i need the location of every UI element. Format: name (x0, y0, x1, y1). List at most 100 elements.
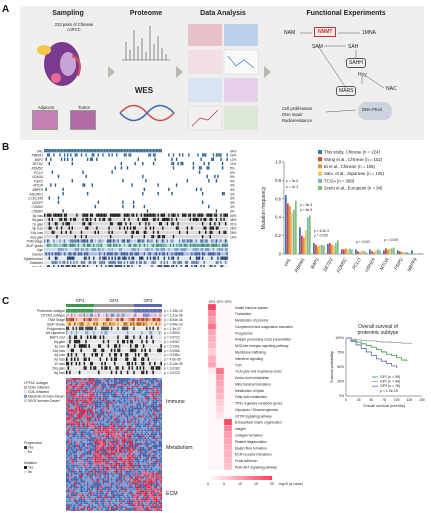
heatmap-annotation-cell (133, 357, 135, 362)
oncoprint-cell (86, 239, 89, 243)
heatmap-matrix-cell (122, 421, 124, 424)
heatmap-matrix-cell (106, 379, 108, 382)
bar-bap1-5 (322, 245, 325, 254)
bar-pclo-3 (360, 250, 363, 254)
heatmap-matrix-cell (112, 437, 114, 440)
heatmap-matrix-cell (130, 429, 132, 432)
heatmap-matrix-cell (138, 435, 140, 438)
bar-fsip2-1 (398, 251, 401, 254)
oncoprint-cell (182, 217, 184, 222)
heatmap-matrix-cell (107, 435, 110, 438)
oncoprint-cell (168, 235, 170, 239)
heatmap-matrix-cell (134, 389, 137, 392)
heatmap-annotation-cell (86, 344, 89, 348)
heatmap-matrix-cell (152, 379, 154, 382)
oncoprint-cell (172, 265, 175, 267)
legend-swatch (318, 186, 322, 190)
heatmap-annotation-cell (66, 348, 68, 353)
heatmap-row-label: Proteomic subtype (37, 309, 65, 313)
oncoprint-cell (45, 213, 47, 217)
heatmap-annotation-cell (77, 348, 79, 353)
heatmap-matrix-cell (123, 433, 126, 436)
oncoprint-cell (122, 179, 124, 183)
heatmap-matrix-cell (94, 403, 97, 406)
heatmap-annotation-cell (154, 339, 156, 344)
heatmap-matrix-cell (150, 421, 153, 424)
heatmap-matrix-cell (150, 389, 153, 392)
heatmap-matrix-cell (90, 415, 92, 418)
oncoprint: VHL 64% PBRM1 29% BAP1 12% SETD2 11% KDM5C 5% PCLO… (22, 147, 250, 267)
heatmap-annotation-cell (152, 357, 154, 362)
oncoprint-cell (123, 153, 126, 157)
oncoprint-cell (177, 226, 179, 230)
heatmap-matrix-cell (110, 381, 113, 384)
heatmap-matrix-cell (138, 405, 140, 408)
heatmap-annotation-cell (117, 339, 119, 344)
heatmap-annotation-cell (83, 326, 86, 331)
heatmap-matrix-cell (126, 379, 129, 382)
heatmap-matrix-cell (75, 397, 78, 400)
oncoprint-cell (149, 222, 152, 226)
oncoprint-cell (148, 235, 150, 239)
heatmap-matrix-cell (107, 405, 110, 408)
heatmap-matrix-cell (120, 403, 122, 406)
heatmap-matrix-cell (102, 399, 105, 402)
oncoprint-cell (82, 265, 84, 267)
heatmap-matrix-cell (77, 405, 79, 408)
oncoprint-cell (186, 222, 189, 226)
oncoprint-cell (206, 247, 208, 252)
heatmap-matrix-cell (112, 401, 114, 404)
heatmap-annotation-cell (69, 348, 71, 353)
oncoprint-cell (139, 265, 141, 267)
heatmap-matrix-cell (122, 429, 124, 432)
heatmap-matrix-cell (125, 415, 127, 418)
heatmap-matrix-cell (141, 423, 143, 426)
heatmap-matrix-cell (122, 437, 124, 440)
heatmap-annotation-cell (78, 357, 81, 362)
heatmap-matrix-cell (160, 427, 162, 430)
oncoprint-cell (120, 265, 123, 267)
oncoprint-cell (53, 239, 55, 243)
oncoprint-cell (162, 217, 164, 222)
oncoprint-cell (165, 252, 167, 256)
heatmap-annotation-cell (110, 326, 113, 331)
y-tick-label: 0.4 (275, 215, 281, 220)
heatmap-annotation-cell (98, 322, 100, 326)
tumor-tissue-image (70, 110, 96, 130)
heatmap-annotation-cell (70, 366, 73, 370)
oncoprint-cell (94, 247, 97, 252)
oncoprint-cell (155, 247, 158, 252)
oncoprint-cell (123, 149, 126, 153)
oncoprint-cell (100, 230, 103, 235)
heatmap-matrix-cell (131, 423, 134, 426)
oncoprint-cell (111, 235, 113, 239)
oncoprint-cell (146, 213, 149, 217)
oncoprint-cell (114, 166, 116, 170)
oncoprint-cell (67, 217, 69, 222)
oncoprint-cell (152, 239, 155, 243)
heatmap-annotation-cell (147, 366, 150, 370)
heatmap-annotation-cell (138, 313, 140, 318)
heatmap-matrix-cell (131, 405, 134, 408)
oncoprint-cell (73, 217, 75, 222)
heatmap-matrix-cell (85, 435, 87, 438)
oncoprint-cell (136, 230, 138, 235)
heatmap-annotation-cell (146, 309, 148, 313)
oncoprint-row-label: 14q loss (31, 231, 44, 235)
oncoprint-cell (53, 247, 55, 252)
oncoprint-cell (217, 265, 219, 267)
heatmap-matrix-cell (102, 385, 105, 388)
oncoprint-cell (77, 252, 80, 256)
heatmap-row-label: Progression (47, 327, 65, 331)
oncoprint-cell (180, 265, 182, 267)
bar-fsip2-5 (406, 252, 409, 254)
oncoprint-cell (50, 226, 52, 230)
heatmap-annotation-cell (99, 331, 102, 335)
heatmap-matrix-cell (134, 393, 137, 396)
heatmap-annotation-cell (125, 361, 127, 366)
heatmap-matrix-cell (85, 389, 87, 392)
heatmap-matrix-cell (99, 399, 102, 402)
heatmap-matrix-cell (134, 407, 137, 410)
heatmap-matrix-cell (88, 387, 90, 390)
heatmap-matrix-cell (149, 399, 151, 402)
